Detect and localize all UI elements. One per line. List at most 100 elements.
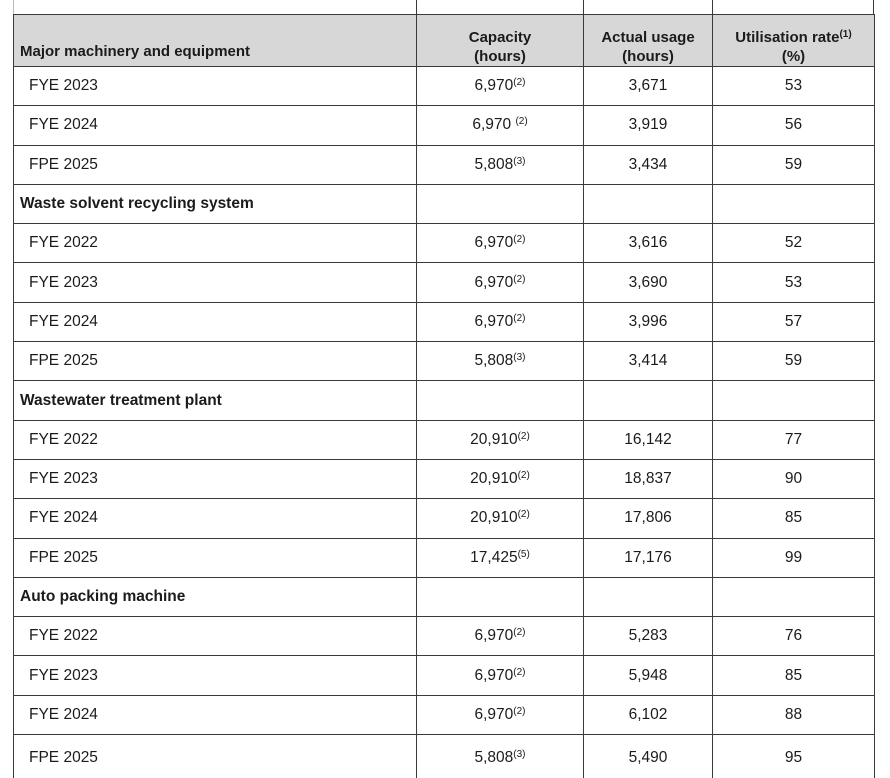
utilisation-rate-cell: 85 bbox=[712, 655, 875, 696]
period-label: FPE 2025 bbox=[13, 144, 417, 185]
period-label: FYE 2023 bbox=[13, 655, 417, 696]
header-row: Major machinery and equipment Capacity (… bbox=[13, 14, 875, 67]
capacity-cell bbox=[416, 183, 584, 224]
footnote-ref: (2) bbox=[513, 312, 526, 324]
footnote-ref: (3) bbox=[513, 748, 526, 760]
capacity-cell: 6,970(2) bbox=[416, 65, 584, 106]
data-row: FYE 2022 6,970(2) 5,283 76 bbox=[13, 616, 875, 656]
capacity-cell: 6,970 (2) bbox=[416, 105, 584, 146]
footnote-ref: (5) bbox=[517, 548, 530, 560]
utilisation-rate-cell: 99 bbox=[712, 537, 875, 578]
actual-usage-cell: 3,414 bbox=[583, 341, 713, 381]
period-label: FYE 2022 bbox=[13, 419, 417, 460]
footnote-ref: (2) bbox=[515, 116, 528, 128]
utilisation-rate-cell: 95 bbox=[712, 734, 875, 778]
period-label: FYE 2024 bbox=[13, 301, 417, 342]
utilisation-rate-cell bbox=[712, 183, 875, 224]
actual-usage-cell: 3,919 bbox=[583, 105, 713, 146]
cropped-border-tick bbox=[583, 0, 584, 14]
capacity-cell bbox=[416, 576, 584, 617]
header-capacity: Capacity (hours) bbox=[416, 14, 584, 67]
equipment-name: Wastewater treatment plant bbox=[13, 380, 417, 421]
utilisation-rate-cell: 88 bbox=[712, 694, 875, 735]
utilisation-rate-cell: 59 bbox=[712, 144, 875, 185]
utilisation-rate-cell: 77 bbox=[712, 419, 875, 460]
actual-usage-cell: 3,434 bbox=[583, 144, 713, 185]
footnote-ref: (2) bbox=[513, 627, 526, 639]
actual-usage-cell: 5,948 bbox=[583, 655, 713, 696]
footnote-ref: (2) bbox=[517, 430, 530, 442]
actual-usage-cell: 3,996 bbox=[583, 301, 713, 342]
period-label: FYE 2023 bbox=[13, 65, 417, 106]
capacity-cell: 6,970(2) bbox=[416, 616, 584, 656]
footnote-ref: (2) bbox=[513, 705, 526, 717]
header-utilisation-rate: Utilisation rate(1) (%) bbox=[712, 14, 875, 67]
data-row: FPE 2025 5,808(3) 3,414 59 bbox=[13, 341, 875, 381]
capacity-cell: 20,910(2) bbox=[416, 419, 584, 460]
footnote-ref: (2) bbox=[513, 666, 526, 678]
capacity-cell: 20,910(2) bbox=[416, 498, 584, 539]
data-row: FPE 2025 17,425(5) 17,176 99 bbox=[13, 537, 875, 578]
footnote-ref: (2) bbox=[513, 273, 526, 285]
cropped-border-tick bbox=[13, 0, 14, 14]
data-row: FYE 2024 6,970(2) 3,996 57 bbox=[13, 301, 875, 342]
section-row: Auto packing machine bbox=[13, 576, 875, 617]
actual-usage-cell: 6,102 bbox=[583, 694, 713, 735]
actual-usage-cell: 17,176 bbox=[583, 537, 713, 578]
equipment-name: Auto packing machine bbox=[13, 576, 417, 617]
period-label: FYE 2024 bbox=[13, 498, 417, 539]
data-row: FYE 2022 6,970(2) 3,616 52 bbox=[13, 223, 875, 263]
utilisation-rate-cell: 52 bbox=[712, 223, 875, 263]
utilisation-rate-cell bbox=[712, 576, 875, 617]
data-row: FYE 2023 6,970(2) 3,690 53 bbox=[13, 262, 875, 303]
actual-usage-cell bbox=[583, 576, 713, 617]
utilisation-rate-cell: 57 bbox=[712, 301, 875, 342]
utilisation-rate-cell: 90 bbox=[712, 458, 875, 499]
data-row: FYE 2023 6,970(2) 3,671 53 bbox=[13, 65, 875, 106]
capacity-cell: 5,808(3) bbox=[416, 144, 584, 185]
cropped-border-tick bbox=[712, 0, 713, 14]
data-row: FYE 2023 6,970(2) 5,948 85 bbox=[13, 655, 875, 696]
footnote-ref: (2) bbox=[517, 509, 530, 521]
header-actual-usage: Actual usage (hours) bbox=[583, 14, 713, 67]
header-capacity-line2: (hours) bbox=[474, 48, 526, 65]
header-rate-line1: Utilisation rate bbox=[735, 29, 840, 46]
period-label: FYE 2022 bbox=[13, 223, 417, 263]
header-rate-line2: (%) bbox=[781, 48, 806, 65]
actual-usage-cell: 3,690 bbox=[583, 262, 713, 303]
actual-usage-cell: 5,490 bbox=[583, 734, 713, 778]
utilisation-rate-cell: 53 bbox=[712, 65, 875, 106]
footnote-ref: (3) bbox=[513, 352, 526, 364]
header-equipment: Major machinery and equipment bbox=[13, 14, 417, 67]
footnote-ref: (3) bbox=[513, 155, 526, 167]
data-row: FYE 2024 6,970 (2) 3,919 56 bbox=[13, 105, 875, 146]
period-label: FYE 2023 bbox=[13, 262, 417, 303]
cropped-border-tick bbox=[873, 0, 874, 14]
utilisation-rate-cell: 56 bbox=[712, 105, 875, 146]
period-label: FPE 2025 bbox=[13, 537, 417, 578]
actual-usage-cell bbox=[583, 380, 713, 421]
period-label: FPE 2025 bbox=[13, 734, 417, 778]
capacity-cell: 17,425(5) bbox=[416, 537, 584, 578]
period-label: FYE 2024 bbox=[13, 694, 417, 735]
data-row: FPE 2025 5,808(3) 3,434 59 bbox=[13, 144, 875, 185]
utilisation-table: Major machinery and equipment Capacity (… bbox=[13, 14, 875, 778]
header-capacity-line1: Capacity bbox=[468, 29, 532, 46]
capacity-cell: 6,970(2) bbox=[416, 223, 584, 263]
capacity-cell: 20,910(2) bbox=[416, 458, 584, 499]
capacity-cell: 5,808(3) bbox=[416, 341, 584, 381]
utilisation-rate-cell: 76 bbox=[712, 616, 875, 656]
actual-usage-cell: 3,671 bbox=[583, 65, 713, 106]
capacity-cell: 6,970(2) bbox=[416, 655, 584, 696]
capacity-cell: 5,808(3) bbox=[416, 734, 584, 778]
period-label: FYE 2023 bbox=[13, 458, 417, 499]
period-label: FPE 2025 bbox=[13, 341, 417, 381]
period-label: FYE 2024 bbox=[13, 105, 417, 146]
actual-usage-cell: 3,616 bbox=[583, 223, 713, 263]
footnote-ref: (2) bbox=[513, 234, 526, 246]
footnote-ref: (2) bbox=[517, 470, 530, 482]
header-equipment-label: Major machinery and equipment bbox=[20, 43, 251, 60]
equipment-name: Waste solvent recycling system bbox=[13, 183, 417, 224]
section-row: Waste solvent recycling system bbox=[13, 183, 875, 224]
header-usage-line1: Actual usage bbox=[601, 29, 695, 46]
